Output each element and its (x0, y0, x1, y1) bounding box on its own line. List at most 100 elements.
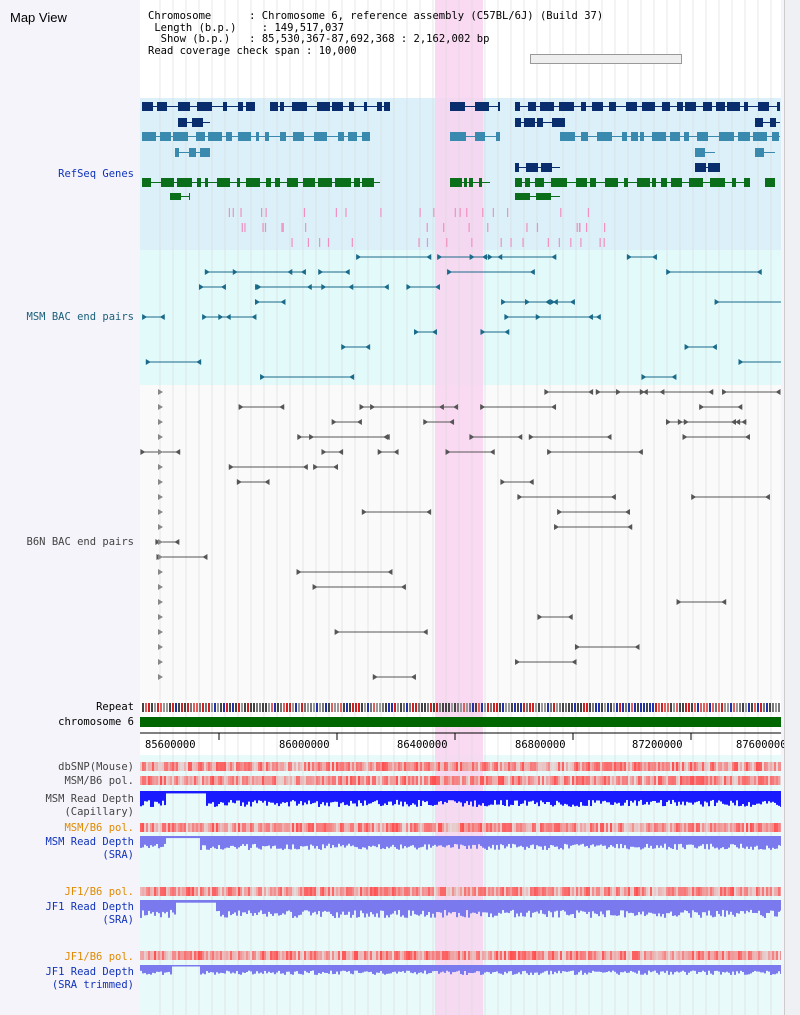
chromosome-ideogram[interactable] (530, 54, 682, 64)
depth-bar (600, 791, 602, 804)
tracks-canvas[interactable] (140, 0, 781, 1015)
repeat-element (208, 703, 210, 712)
pol-cell (418, 776, 420, 785)
repeat-element (580, 703, 582, 712)
pol-cell (172, 762, 174, 771)
pol-cell (556, 762, 558, 771)
pol-cell (466, 823, 468, 832)
depth-bar (258, 836, 260, 849)
pol-cell (362, 951, 364, 960)
pol-cell (770, 951, 772, 960)
depth-bar (706, 965, 708, 975)
pol-cell (780, 887, 781, 896)
depth-bar (462, 900, 464, 917)
pol-cell (738, 887, 740, 896)
pol-cell (596, 762, 598, 771)
pol-cell (728, 823, 730, 832)
bac-end-marker (423, 419, 429, 425)
track-area[interactable] (140, 0, 781, 1015)
track-label-msm-b6-pol-1[interactable]: MSM/B6 pol. (64, 775, 134, 787)
bac-end-marker (545, 299, 551, 305)
pol-cell (210, 951, 212, 960)
depth-bar (270, 836, 272, 849)
depth-bar (480, 791, 482, 806)
depth-bar (190, 900, 192, 903)
depth-bar (558, 836, 560, 850)
snp-tick (510, 238, 512, 247)
depth-bar (692, 965, 694, 971)
pol-cell (224, 762, 226, 771)
track-label-jf1-read-depth-sra[interactable]: JF1 Read Depth (SRA) (45, 901, 134, 926)
repeat-element (709, 703, 711, 712)
vertical-scrollbar[interactable] (784, 0, 800, 1015)
pol-cell (518, 951, 520, 960)
pol-cell (522, 951, 524, 960)
depth-bar (152, 965, 154, 973)
pol-cell (144, 762, 146, 771)
repeat-element (526, 703, 528, 712)
track-label-msm-read-depth-capillary[interactable]: MSM Read Depth (Capillary) (45, 793, 134, 818)
region-info: Chromosome : Chromosome 6, reference ass… (148, 10, 604, 57)
track-label-repeat[interactable]: Repeat (96, 701, 134, 713)
depth-bar (214, 900, 216, 903)
pol-cell (574, 823, 576, 832)
depth-bar (224, 791, 226, 806)
pol-cell (450, 951, 452, 960)
depth-bar (202, 836, 204, 846)
pol-cell (368, 951, 370, 960)
depth-bar (444, 791, 446, 802)
pol-cell (348, 762, 350, 771)
gene-exon (332, 102, 343, 111)
depth-bar (606, 900, 608, 911)
depth-bar (758, 965, 760, 972)
pol-cell (582, 887, 584, 896)
depth-bar (452, 900, 454, 913)
repeat-element (250, 703, 252, 712)
depth-bar (412, 900, 414, 911)
depth-bar (192, 791, 194, 794)
depth-bar (714, 836, 716, 849)
track-label-jf1-b6-pol-2[interactable]: JF1/B6 pol. (64, 951, 134, 963)
depth-bar (400, 836, 402, 845)
depth-bar (242, 900, 244, 913)
snp-tick (261, 208, 263, 217)
pol-cell (266, 951, 268, 960)
depth-bar (434, 791, 436, 805)
track-label-msm-read-depth-sra[interactable]: MSM Read Depth (SRA) (45, 836, 134, 861)
track-label-msm-b6-pol-2[interactable]: MSM/B6 pol. (64, 822, 134, 834)
track-label-jf1-read-depth-trimmed[interactable]: JF1 Read Depth (SRA trimmed) (45, 966, 134, 991)
bac-end-marker (410, 674, 416, 680)
pol-cell (386, 951, 388, 960)
pol-cell (630, 776, 632, 785)
depth-bar (488, 791, 490, 806)
depth-bar (198, 791, 200, 794)
track-label-msm-bac[interactable]: MSM BAC end pairs (26, 311, 134, 323)
pol-cell (502, 823, 504, 832)
depth-bar (394, 791, 396, 805)
track-label-jf1-b6-pol-1[interactable]: JF1/B6 pol. (64, 886, 134, 898)
pol-cell (748, 776, 750, 785)
depth-bar (178, 836, 180, 839)
depth-bar (276, 900, 278, 914)
repeat-element (298, 703, 300, 712)
pol-cell (332, 951, 334, 960)
track-label-refseq[interactable]: RefSeq Genes (58, 168, 134, 180)
snp-tick (327, 238, 330, 247)
depth-bar (548, 836, 550, 849)
pol-cell (474, 951, 476, 960)
depth-bar (672, 791, 674, 800)
depth-bar (176, 900, 178, 903)
pol-cell (340, 823, 342, 832)
depth-bar (312, 965, 314, 971)
depth-bar (396, 965, 398, 974)
pol-cell (754, 887, 756, 896)
pol-cell (710, 887, 712, 896)
depth-bar (304, 965, 306, 971)
pol-cell (760, 823, 762, 832)
track-label-b6n-bac[interactable]: B6N BAC end pairs (26, 536, 134, 548)
depth-bar (418, 900, 420, 916)
pol-cell (242, 823, 244, 832)
bac-end-marker (313, 464, 319, 470)
depth-bar (550, 900, 552, 913)
track-label-dbsnp[interactable]: dbSNP(Mouse) (58, 761, 134, 773)
